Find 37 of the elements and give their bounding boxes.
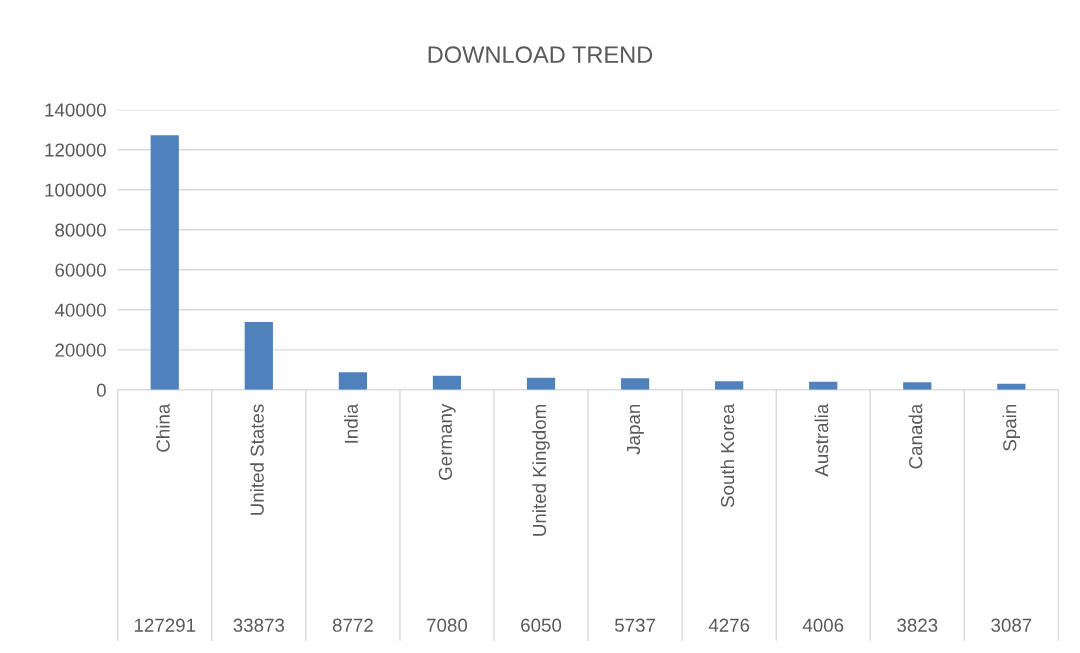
y-tick-label: 60000 [55, 263, 106, 277]
data-label: 4276 [708, 618, 750, 632]
bar [432, 375, 462, 390]
x-tick-label: Canada [908, 403, 923, 469]
x-tick-label: Spain [1002, 404, 1021, 451]
bar [620, 378, 650, 390]
bar [903, 382, 932, 390]
x-tick-label: Germany [438, 403, 456, 480]
x-tick-label: South Korea [720, 403, 735, 508]
bar [338, 372, 367, 390]
bar [244, 322, 273, 390]
x-tick-label: Australia [814, 403, 829, 477]
data-label: 33873 [233, 618, 285, 632]
data-label: 8772 [332, 618, 373, 632]
bar [715, 381, 744, 390]
y-tick-label: 20000 [55, 343, 106, 357]
x-tick-label: Japan [627, 404, 644, 455]
bar [526, 377, 556, 390]
data-label: 7080 [427, 618, 468, 632]
x-tick-label: United Kingdom [532, 404, 550, 536]
x-tick-label: India [344, 403, 358, 443]
y-tick-label: 40000 [54, 303, 106, 317]
y-tick-label: 140000 [45, 103, 106, 117]
y-tick-label: 80000 [55, 223, 106, 237]
x-tick-label: United States [250, 404, 264, 515]
y-tick-label: 0 [96, 383, 106, 397]
bar [150, 135, 179, 390]
data-label: 3823 [897, 618, 938, 632]
data-label: 5737 [614, 618, 656, 632]
chart-title: DOWNLOAD TREND [428, 46, 653, 64]
data-label: 6050 [521, 618, 562, 632]
y-tick-label: 100000 [45, 183, 106, 197]
data-label: 127291 [134, 618, 196, 632]
y-tick-label: 120000 [45, 143, 106, 157]
data-label: 4006 [802, 618, 844, 632]
data-label: 3087 [991, 618, 1032, 632]
x-tick-label: China [156, 403, 170, 452]
